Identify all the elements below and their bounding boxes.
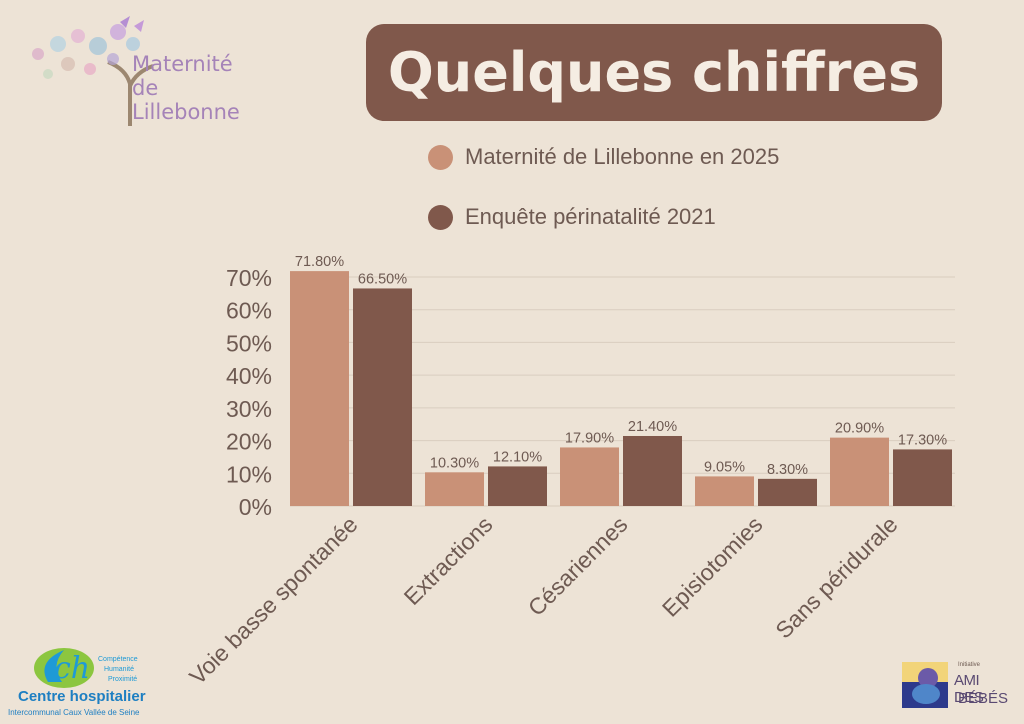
legend-item-series-1: Maternité de Lillebonne en 2025 [428,144,779,170]
y-tick-label: 70% [226,265,272,291]
page-title: Quelques chiffres [387,41,921,104]
x-tick-label: Sans péridurale [770,511,902,643]
logo-line-3: Lillebonne [132,100,240,124]
x-tick-label: Césariennes [523,511,633,621]
data-label: 12.10% [493,449,542,465]
ch-word-3: Proximité [108,676,138,683]
legend-dot-series-1 [428,144,453,170]
ami-des-bebes-logo: Initiative AMI DES BÉBÉS [900,660,1010,714]
data-label: 66.50% [358,271,407,287]
ch-word-2: Humanité [104,666,134,673]
data-label: 10.30% [430,455,479,471]
x-tick-label: Extractions [399,511,498,610]
legend-dot-series-2 [428,204,453,230]
ch-subtitle: Intercommunal Caux Vallée de Seine [8,708,140,717]
data-label: 9.05% [704,459,745,475]
data-label: 17.30% [898,432,947,448]
bar [830,437,889,506]
ch-logo-icon: ch [34,648,94,688]
bar [353,288,412,506]
bar [893,449,952,506]
title-banner: Quelques chiffres [366,24,942,121]
bar [290,271,349,506]
ch-name: Centre hospitalier [18,688,146,705]
y-tick-label: 40% [226,363,272,389]
legend-item-series-2: Enquête périnatalité 2021 [428,204,716,230]
ami-line-2: BÉBÉS [958,690,1009,707]
data-label: 71.80% [295,254,344,270]
data-label: 21.40% [628,419,677,435]
ch-word-1: Compétence [98,656,138,663]
bar [623,435,682,506]
y-tick-label: 0% [239,494,272,520]
y-tick-label: 10% [226,461,272,487]
data-label: 8.30% [767,462,808,478]
y-tick-label: 30% [226,396,272,422]
x-tick-label: Episiotomies [657,511,768,622]
legend-label-series-1: Maternité de Lillebonne en 2025 [465,144,780,169]
data-label: 20.90% [835,421,884,437]
bar [425,472,484,506]
bar [560,447,619,506]
tree-icon [32,16,154,126]
centre-hospitalier-logo: ch Compétence Humanité Proximité Centre … [6,642,266,722]
data-label: 17.90% [565,430,614,446]
baby-icon [902,662,948,708]
logo-line-2: de [132,76,159,100]
y-tick-label: 60% [226,298,272,324]
maternite-logo: Maternité de Lillebonne [8,14,258,126]
bar [695,476,754,506]
ami-line-1: AMI DES [954,672,984,706]
bar [758,478,817,506]
logo-line-1: Maternité [132,52,233,76]
ami-small: Initiative [958,662,981,668]
y-tick-label: 50% [226,330,272,356]
legend-label-series-2: Enquête périnatalité 2021 [465,204,716,229]
svg-text:ch: ch [54,651,90,686]
bar [488,466,547,506]
y-tick-label: 20% [226,429,272,455]
